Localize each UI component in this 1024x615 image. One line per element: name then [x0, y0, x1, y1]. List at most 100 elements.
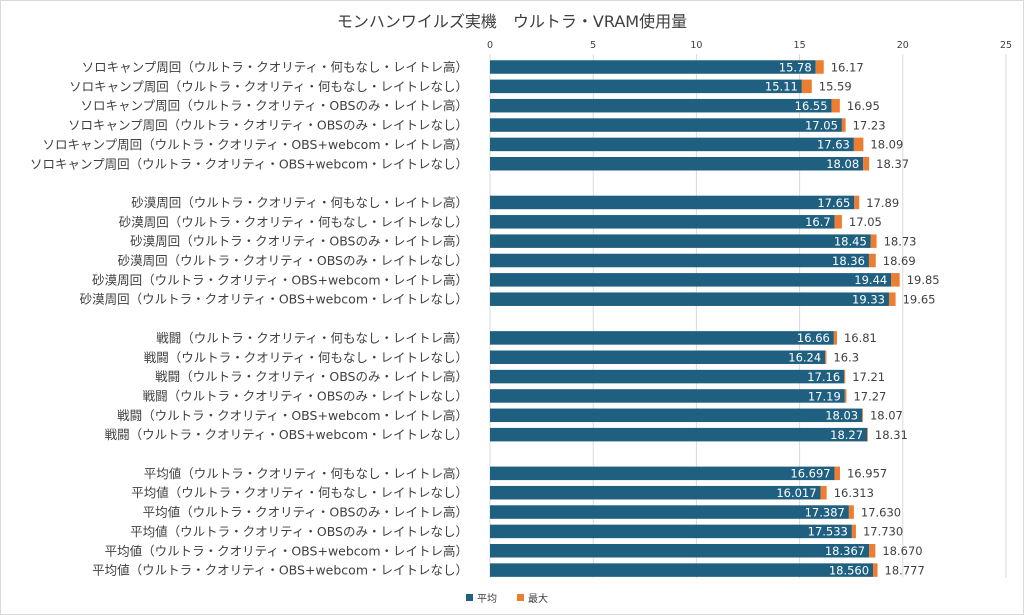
- data-label-avg: 17.533: [808, 525, 848, 539]
- bar-avg: [490, 544, 870, 558]
- x-tick-label: 10: [690, 40, 702, 51]
- data-label-avg: 17.63: [817, 138, 850, 152]
- bar-max: [867, 427, 868, 442]
- bar-max: [801, 79, 812, 94]
- bar-avg: [490, 273, 892, 287]
- data-label-avg: 19.33: [852, 293, 885, 307]
- bar-avg: [490, 137, 854, 152]
- legend-label-avg: 平均: [477, 594, 497, 605]
- bar-max: [854, 195, 860, 210]
- bar-max: [820, 485, 827, 500]
- category-label: 砂漠周回（ウルトラ・クオリティ・何もなし・レイトレなし）: [119, 214, 468, 229]
- category-label: 平均値（ウルトラ・クオリティ・OBSのみ・レイトレ高）: [143, 505, 468, 520]
- category-label: 平均値（ウルトラ・クオリティ・OBS+webcom・レイトレなし）: [92, 563, 468, 578]
- category-label: 戦闘（ウルトラ・クオリティ・OBSのみ・レイトレ高）: [155, 369, 468, 384]
- category-label: 戦闘（ウルトラ・クオリティ・OBS+webcom・レイトレなし）: [105, 427, 468, 442]
- category-label: ソロキャンプ周回（ウルトラ・クオリティ・何もなし・レイトレ高）: [82, 60, 468, 75]
- data-label-max: 18.69: [883, 254, 916, 268]
- data-label-avg: 18.560: [829, 563, 869, 577]
- data-label-avg: 19.44: [854, 273, 887, 287]
- data-label-avg: 18.27: [830, 428, 863, 442]
- data-label-avg: 18.367: [825, 544, 865, 558]
- data-label-avg: 16.697: [790, 467, 830, 481]
- category-label: ソロキャンプ周回（ウルトラ・クオリティ・OBSのみ・レイトレなし）: [68, 118, 468, 133]
- bar-avg: [490, 350, 826, 364]
- data-label-avg: 16.24: [788, 351, 821, 365]
- category-label: ソロキャンプ周回（ウルトラ・クオリティ・OBS+webcom・レイトレ高）: [42, 137, 468, 152]
- bar-max: [862, 408, 863, 423]
- legend-label-max: 最大: [528, 594, 548, 605]
- x-tick-label: 5: [590, 40, 596, 51]
- bar-max: [863, 157, 870, 171]
- legend-swatch-max: [517, 594, 524, 601]
- bar-max: [870, 234, 877, 248]
- category-label: 平均値（ウルトラ・クオリティ・OBS+webcom・レイトレ高）: [105, 543, 468, 558]
- bar-avg: [490, 466, 835, 481]
- data-label-max: 17.27: [853, 389, 886, 403]
- bar-avg: [490, 389, 845, 403]
- category-label: 砂漠周回（ウルトラ・クオリティ・OBSのみ・レイトレ高）: [130, 234, 468, 249]
- data-label-avg: 18.36: [832, 254, 865, 268]
- bar-max: [869, 544, 876, 558]
- bar-max: [888, 292, 896, 306]
- data-label-avg: 18.08: [826, 157, 859, 171]
- category-label: 砂漠周回（ウルトラ・クオリティ・OBS+webcom・レイトレ高）: [92, 272, 468, 287]
- bar-max: [853, 137, 864, 152]
- data-label-avg: 18.45: [834, 234, 867, 248]
- bar-avg: [490, 215, 835, 229]
- data-label-max: 16.313: [834, 486, 874, 500]
- bar-avg: [490, 485, 821, 500]
- data-label-max: 16.81: [844, 331, 877, 345]
- data-label-max: 17.21: [852, 370, 885, 384]
- data-label-max: 17.23: [853, 118, 886, 132]
- category-label: 平均値（ウルトラ・クオリティ・OBSのみ・レイトレなし）: [130, 524, 468, 539]
- chart-title: モンハンワイルズ実機 ウルトラ・VRAM使用量: [336, 12, 688, 31]
- category-label: 戦闘（ウルトラ・クオリティ・OBS+webcom・レイトレ高）: [117, 408, 468, 423]
- data-label-avg: 17.387: [805, 505, 845, 519]
- data-label-avg: 17.65: [817, 196, 850, 210]
- bar-avg: [490, 369, 845, 384]
- category-label: 砂漠周回（ウルトラ・クオリティ・OBSのみ・レイトレなし）: [118, 253, 468, 268]
- category-label: ソロキャンプ周回（ウルトラ・クオリティ・OBSのみ・レイトレ高）: [80, 98, 468, 113]
- bar-max: [844, 369, 846, 384]
- data-label-avg: 16.55: [795, 99, 828, 113]
- bar-avg: [490, 253, 869, 268]
- bar-max: [873, 563, 878, 577]
- data-label-max: 17.89: [866, 196, 899, 210]
- data-label-avg: 15.11: [765, 80, 798, 94]
- data-label-avg: 18.03: [825, 409, 858, 423]
- data-label-max: 16.95: [847, 99, 880, 113]
- bar-avg: [490, 292, 889, 306]
- category-label: 戦闘（ウルトラ・クオリティ・何もなし・レイトレなし）: [144, 350, 468, 365]
- x-tick-label: 20: [897, 40, 909, 51]
- category-label: 平均値（ウルトラ・クオリティ・何もなし・レイトレ高）: [144, 466, 468, 481]
- category-label: 砂漠周回（ウルトラ・クオリティ・何もなし・レイトレ高）: [131, 195, 468, 210]
- bar-max: [841, 118, 846, 132]
- data-label-max: 18.73: [884, 234, 917, 248]
- data-label-avg: 17.19: [808, 389, 841, 403]
- data-label-max: 16.3: [833, 351, 859, 365]
- bar-avg: [490, 60, 816, 74]
- data-label-max: 17.730: [863, 525, 903, 539]
- data-label-max: 18.777: [885, 563, 925, 577]
- data-label-avg: 16.66: [797, 331, 830, 345]
- data-label-avg: 16.017: [776, 486, 816, 500]
- data-label-max: 18.670: [882, 544, 922, 558]
- bar-max: [891, 273, 900, 287]
- bar-max: [834, 215, 842, 229]
- bar-max: [868, 253, 876, 268]
- category-label: 戦闘（ウルトラ・クオリティ・OBSのみ・レイトレなし）: [143, 388, 468, 403]
- data-label-avg: 15.78: [779, 60, 812, 74]
- bar-avg: [490, 157, 864, 171]
- data-label-max: 19.85: [907, 273, 940, 287]
- bar-max: [815, 60, 824, 74]
- data-label-max: 18.09: [870, 138, 903, 152]
- x-tick-label: 25: [1000, 40, 1012, 51]
- x-tick-label: 15: [794, 40, 806, 51]
- legend-item-avg: 平均: [466, 590, 497, 605]
- data-label-avg: 16.7: [805, 215, 831, 229]
- bar-avg: [490, 234, 871, 248]
- bar-avg: [490, 408, 863, 423]
- data-label-max: 19.65: [903, 293, 936, 307]
